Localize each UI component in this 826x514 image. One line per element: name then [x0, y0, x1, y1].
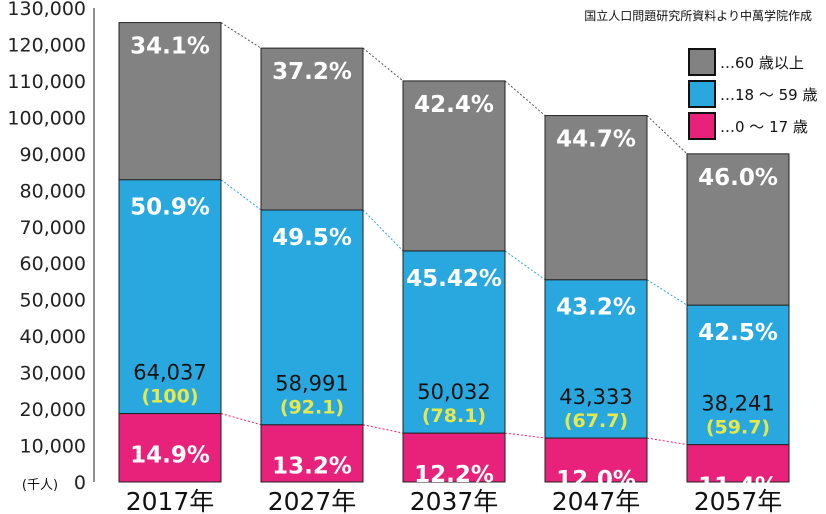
legend-swatch	[688, 112, 716, 140]
pct-label-60-plus: 42.4%	[414, 92, 494, 118]
pct-label-60-plus: 37.2%	[272, 59, 352, 85]
bar-segment-60-plus	[544, 115, 648, 281]
y-tick-label: 20,000	[20, 399, 86, 421]
y-tick-label: 120,000	[7, 34, 86, 56]
x-tick-label: 2037年	[410, 487, 499, 514]
legend-swatch	[688, 80, 716, 108]
y-axis-unit-label: (千人)	[22, 478, 58, 493]
x-tick-label: 2017年	[126, 487, 215, 514]
connector-line	[362, 47, 404, 82]
total-label: 50,032	[417, 380, 490, 404]
y-tick-label: 0	[74, 472, 86, 494]
total-label: 38,241	[701, 392, 774, 416]
bar-segment-18-59	[118, 179, 222, 415]
y-tick-label: 60,000	[20, 253, 86, 275]
connector-line	[362, 424, 404, 434]
y-tick-label: 30,000	[20, 363, 86, 385]
connector-line	[220, 22, 262, 49]
bar-segment-18-59	[686, 304, 790, 446]
data-labels: 14.9% (100)64,037 50.9% 34.1% 13.2% (92.1)58,…	[130, 34, 778, 500]
legend-item-0-17: …0 ～ 17 歳	[688, 112, 808, 140]
x-tick-label: 2027年	[268, 487, 357, 514]
pct-label-18-59: 45.42%	[406, 266, 502, 292]
x-axis-labels: 2017年 2027年 2037年 2047年 2057年	[126, 487, 783, 514]
index-label: (92.1)	[280, 397, 344, 419]
legend-item-18-59: …18 ～ 59 歳	[688, 80, 817, 108]
legend-swatch	[688, 48, 716, 76]
total-label: 58,991	[275, 372, 348, 396]
connector-line	[220, 413, 262, 426]
bar-segment-0-17	[544, 437, 648, 483]
legend-label: …60 歳以上	[720, 54, 804, 72]
x-tick-label: 2047年	[552, 487, 641, 514]
bars	[118, 22, 790, 483]
bar-segment-60-plus	[260, 47, 364, 211]
pct-label-0-17: 12.2%	[414, 462, 494, 488]
index-label: (100)	[141, 386, 198, 408]
bar-segment-18-59	[402, 250, 506, 434]
index-label: (59.7)	[706, 417, 770, 439]
legend: …60 歳以上 …18 ～ 59 歳 …0 ～ 17 歳	[688, 48, 817, 140]
total-label: 64,037	[133, 361, 206, 385]
bar-segment-0-17	[686, 444, 790, 483]
pct-label-0-17: 11.4%	[698, 474, 778, 500]
connector-line	[646, 279, 688, 306]
pct-label-18-59: 43.2%	[556, 295, 636, 321]
pct-label-0-17: 13.2%	[272, 454, 352, 480]
connector-line	[646, 437, 688, 446]
y-tick-label: 70,000	[20, 217, 86, 239]
y-tick-label: 130,000	[7, 0, 86, 20]
y-tick-label: 40,000	[20, 326, 86, 348]
bar-segment-60-plus	[118, 22, 222, 181]
legend-label: …0 ～ 17 歳	[720, 118, 808, 136]
pct-label-60-plus: 44.7%	[556, 127, 636, 153]
total-label: 43,333	[559, 385, 632, 409]
connector-line	[504, 432, 546, 439]
bar-segment-60-plus	[402, 80, 506, 252]
bar-segment-0-17	[402, 432, 506, 483]
y-axis: 0 10,000 20,000 30,000 40,000 50,000 60,000 70,…	[7, 0, 95, 494]
x-tick-label: 2057年	[694, 487, 783, 514]
bar-segment-18-59	[544, 279, 648, 439]
pct-label-18-59: 50.9%	[130, 195, 210, 221]
bar-segment-0-17	[260, 424, 364, 483]
y-tick-label: 100,000	[7, 107, 86, 129]
pct-label-18-59: 49.5%	[272, 225, 352, 251]
pct-label-18-59: 42.5%	[698, 320, 778, 346]
y-tick-label: 10,000	[20, 436, 86, 458]
pct-label-0-17: 12.0%	[556, 467, 636, 493]
connector-line	[504, 250, 546, 281]
index-label: (78.1)	[422, 405, 486, 427]
bar-segment-18-59	[260, 209, 364, 426]
legend-label: …18 ～ 59 歳	[720, 86, 817, 104]
y-tick-label: 50,000	[20, 290, 86, 312]
connector-line	[646, 115, 688, 155]
source-note: 国立人口問題研究所資料より中萬学院作成	[584, 8, 812, 23]
pct-label-0-17: 14.9%	[130, 443, 210, 469]
bar-segment-60-plus	[686, 153, 790, 306]
y-tick-label: 80,000	[20, 180, 86, 202]
legend-item-60-plus: …60 歳以上	[688, 48, 804, 76]
connector-line	[362, 209, 404, 252]
connector-lines	[220, 22, 688, 446]
pct-label-60-plus: 34.1%	[130, 34, 210, 60]
connector-line	[504, 80, 546, 116]
pct-label-60-plus: 46.0%	[698, 165, 778, 191]
index-label: (67.7)	[564, 410, 628, 432]
y-tick-label: 110,000	[7, 71, 86, 93]
connector-line	[220, 179, 262, 211]
y-tick-label: 90,000	[20, 144, 86, 166]
